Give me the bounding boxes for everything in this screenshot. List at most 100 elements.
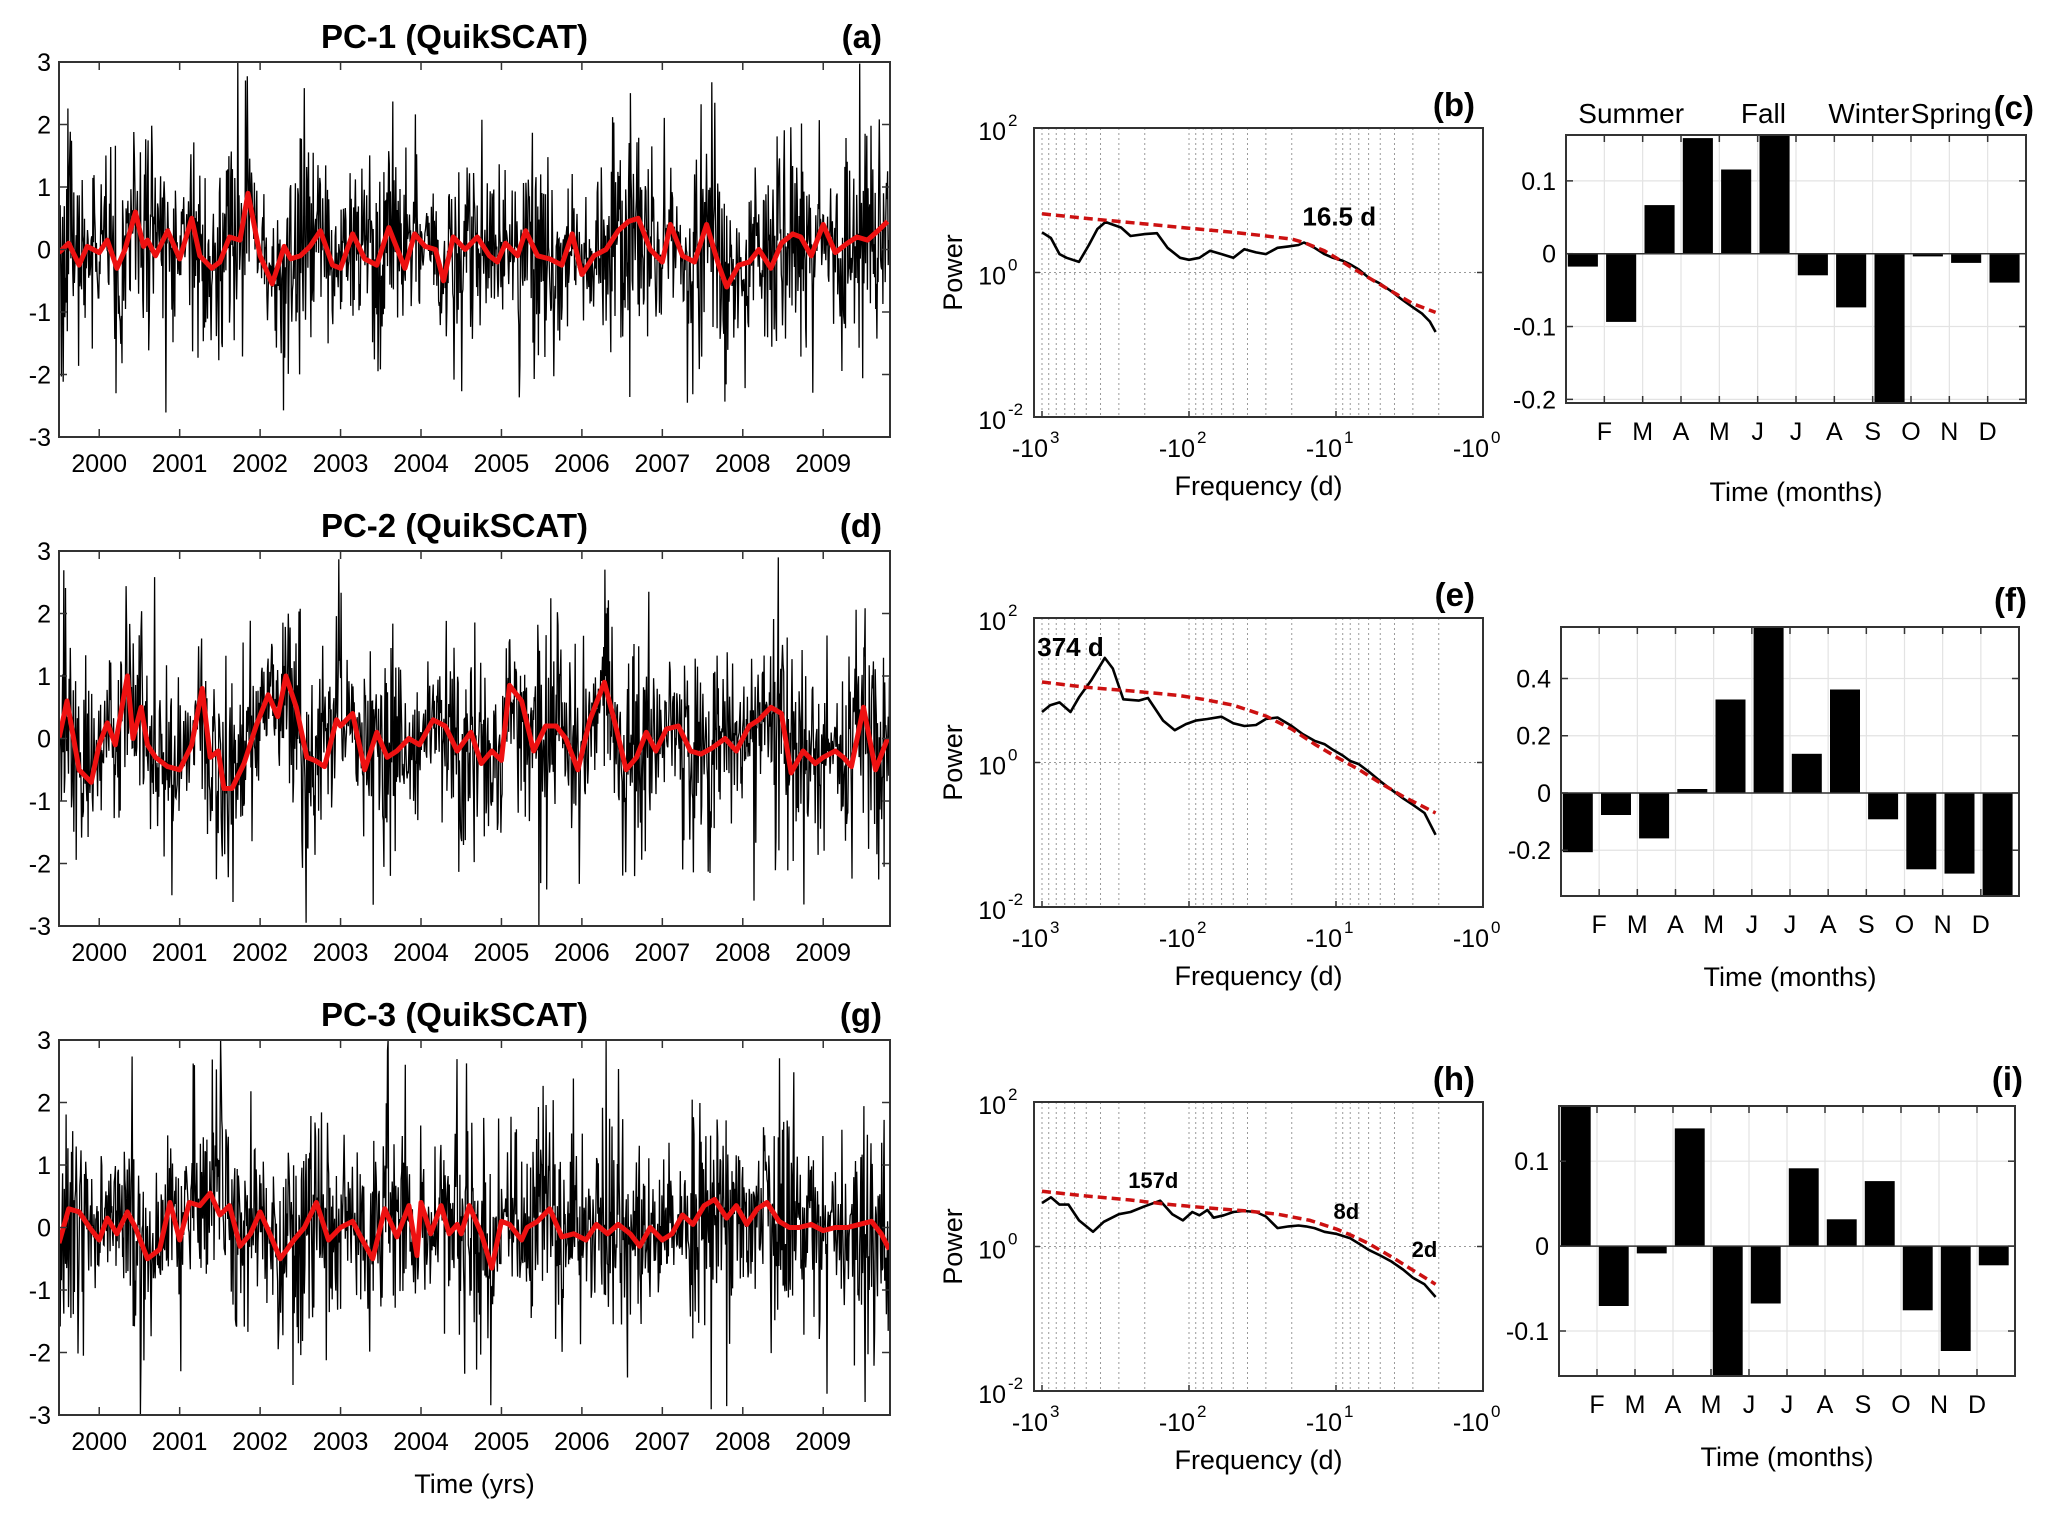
- y-tick-label: 1: [37, 174, 51, 202]
- x-axis-label: Time (months): [1709, 477, 1882, 507]
- y-tick-label: 3: [37, 1027, 51, 1055]
- month-bar-j-6: [1750, 1245, 1781, 1304]
- x-tick-label: -10 1: [1306, 1402, 1354, 1437]
- y-tick-label: -2: [29, 1340, 51, 1368]
- x-tick-label: -10 1: [1306, 428, 1354, 463]
- x-axis-label: Time (months): [1703, 962, 1876, 992]
- y-tick-label: 2: [37, 112, 51, 140]
- x-tick-label-exponent: 2: [1197, 428, 1206, 447]
- x-tick-label: 2003: [313, 1428, 369, 1456]
- x-tick-label: 2003: [313, 939, 369, 967]
- panel-tag-label: (g): [840, 996, 882, 1033]
- month-tick-label: M: [1701, 1391, 1722, 1419]
- season-label-winter: Winter: [1828, 98, 1909, 129]
- month-tick-label: J: [1751, 418, 1764, 446]
- y-tick-label: 10 -2: [978, 400, 1023, 435]
- month-bar-s-9: [1864, 1181, 1895, 1247]
- x-tick-label: 2004: [393, 450, 449, 478]
- y-tick-label: 2: [37, 1090, 51, 1118]
- x-tick-label-exponent: 1: [1344, 918, 1353, 937]
- x-tick-label-base: -10: [1306, 925, 1342, 953]
- peak-annotation: 16.5 d: [1302, 201, 1376, 231]
- x-tick-label: 2004: [393, 939, 449, 967]
- y-tick-label: 0: [37, 237, 51, 265]
- x-tick-label: 2008: [715, 450, 771, 478]
- month-tick-label: M: [1632, 418, 1653, 446]
- x-tick-label-exponent: 2: [1197, 918, 1206, 937]
- x-tick-label: 2000: [71, 939, 127, 967]
- y-tick-label: 10 2: [978, 1085, 1017, 1120]
- month-tick-label: A: [1667, 911, 1684, 939]
- x-tick-label: 2008: [715, 939, 771, 967]
- y-tick-label: 10 -2: [978, 890, 1023, 925]
- y-tick-label-exponent: 0: [1008, 256, 1017, 275]
- month-bar-f-2: [1606, 253, 1637, 322]
- month-tick-label: F: [1592, 911, 1607, 939]
- month-bar-m-3: [1636, 1245, 1667, 1254]
- x-tick-label: -10 3: [1012, 1402, 1060, 1437]
- x-tick-label: 2009: [795, 939, 851, 967]
- x-tick-label: 2002: [232, 1428, 288, 1456]
- raw-pc-series-line: [59, 1040, 890, 1415]
- panel-tag-label: (d): [840, 507, 882, 544]
- y-tick-label: -3: [29, 424, 51, 452]
- smoothed-pc-series-line: [59, 673, 890, 791]
- month-tick-label: J: [1743, 1391, 1756, 1419]
- panel-tag-label: (h): [1433, 1060, 1475, 1097]
- x-tick-label-base: -10: [1012, 435, 1048, 463]
- y-tick-label-base: 10: [978, 407, 1006, 435]
- month-bar-s-9: [1868, 792, 1899, 820]
- chart-title: PC-1 (QuikSCAT): [321, 18, 588, 55]
- panel-tag-label: (a): [842, 18, 882, 55]
- month-bar-j-7: [1791, 753, 1822, 794]
- month-tick-label: M: [1625, 1391, 1646, 1419]
- peak-annotation: 2d: [1412, 1237, 1438, 1262]
- month-tick-label: M: [1703, 911, 1724, 939]
- y-tick-label: 10 0: [978, 1230, 1017, 1265]
- x-tick-label: -10 2: [1159, 918, 1207, 953]
- peak-annotation: 157d: [1128, 1168, 1178, 1193]
- pc3-timeseries-chart: 2000 2001 2002 2003 2004 2005 2006 2007 2008 2009…: [29, 996, 891, 1499]
- y-tick-label: 0: [1537, 780, 1551, 808]
- season-label-spring: Spring: [1911, 98, 1992, 129]
- y-tick-label: -0.2: [1513, 386, 1556, 414]
- month-tick-label: M: [1709, 418, 1730, 446]
- x-tick-label: -10 2: [1159, 1402, 1207, 1437]
- month-tick-label: N: [1934, 911, 1952, 939]
- month-bar-a-8: [1826, 1219, 1857, 1247]
- x-tick-label-exponent: 3: [1050, 1402, 1059, 1421]
- chart-title: PC-2 (QuikSCAT): [321, 507, 588, 544]
- x-tick-label-base: -10: [1453, 1409, 1489, 1437]
- y-tick-label-base: 10: [978, 1381, 1006, 1409]
- month-tick-label: A: [1665, 1391, 1682, 1419]
- month-tick-label: N: [1940, 418, 1958, 446]
- x-tick-label: 2005: [474, 1428, 530, 1456]
- panel-tag-label: (b): [1433, 86, 1475, 123]
- x-tick-label: -10 3: [1012, 918, 1060, 953]
- month-bar-m-3: [1639, 792, 1670, 839]
- pc2-timeseries-chart: 2000 2001 2002 2003 2004 2005 2006 2007 2008 2009…: [29, 507, 891, 967]
- y-tick-label-base: 10: [978, 753, 1006, 781]
- x-tick-label-exponent: 1: [1344, 1402, 1353, 1421]
- month-tick-label: O: [1901, 418, 1920, 446]
- y-tick-label-exponent: 2: [1008, 1085, 1017, 1104]
- y-tick-label: 0: [1542, 241, 1556, 269]
- panel-tag-label: (c): [1994, 89, 2034, 126]
- peak-annotation: 8d: [1334, 1199, 1360, 1224]
- y-tick-label: -1: [29, 299, 51, 327]
- x-tick-label: -10 1: [1306, 918, 1354, 953]
- x-tick-label: 2004: [393, 1428, 449, 1456]
- x-tick-label: 2006: [554, 1428, 610, 1456]
- y-tick-label: 1: [37, 663, 51, 691]
- x-tick-label: 2009: [795, 450, 851, 478]
- x-tick-label-exponent: 2: [1197, 1402, 1206, 1421]
- y-tick-label: -3: [29, 913, 51, 941]
- month-bar-m-3: [1644, 205, 1675, 255]
- month-bar-m-5: [1712, 1245, 1743, 1377]
- x-tick-label: -10 0: [1453, 918, 1501, 953]
- month-tick-label: D: [1979, 418, 1997, 446]
- x-tick-label: -10 3: [1012, 428, 1060, 463]
- y-tick-label: -2: [29, 851, 51, 879]
